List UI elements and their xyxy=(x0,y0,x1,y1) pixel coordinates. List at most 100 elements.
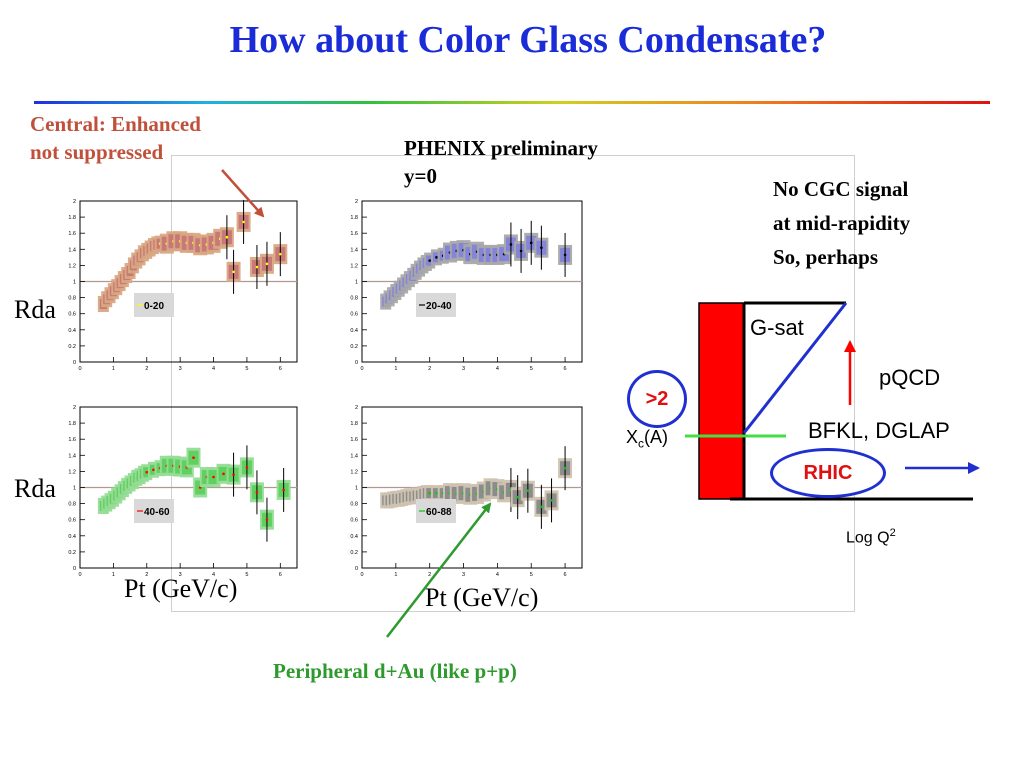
x-tick-label: 5 xyxy=(530,572,533,578)
y-tick-label: 1.4 xyxy=(68,453,76,459)
central-note-line2: not suppressed xyxy=(30,140,164,164)
panel-2: 2 1.8 1.6 1.4 1.2 1 0.8 0.6 0.4 0.2 00 1 2 3 4 5 6 20-40 xyxy=(350,199,583,372)
logq-superscript: 2 xyxy=(889,527,896,539)
gt2-oval: >2 xyxy=(627,370,687,428)
data-point xyxy=(435,256,438,259)
data-point xyxy=(232,270,235,274)
rda-label-top: Rda xyxy=(14,295,56,324)
legend-label: 40-60 xyxy=(144,507,170,518)
y-tick-label: 2 xyxy=(355,199,358,205)
pqcd-label: pQCD xyxy=(879,365,941,390)
panel-3: 2 1.8 1.6 1.4 1.2 1 0.8 0.6 0.4 0.2 00 1 2 3 4 5 6 40-60 xyxy=(68,405,298,578)
y-tick-label: 1.2 xyxy=(350,469,358,475)
y-tick-label: 1.4 xyxy=(350,247,358,253)
xc-main: X xyxy=(626,427,639,447)
central-note-line1: Central: Enhanced xyxy=(30,112,201,136)
no-cgc-line1: No CGC signal xyxy=(773,177,909,201)
red-bar xyxy=(698,302,745,500)
data-point xyxy=(255,491,259,494)
x-tick-label: 3 xyxy=(462,366,465,372)
data-point xyxy=(550,499,553,502)
y-tick-label: 0 xyxy=(355,566,358,572)
legend-label: 20-40 xyxy=(426,301,452,312)
y-tick-label: 0.6 xyxy=(68,312,76,318)
x-tick-label: 4 xyxy=(212,366,215,372)
y-tick-label: 1.8 xyxy=(350,215,358,221)
data-point xyxy=(428,491,431,495)
y-tick-label: 0.6 xyxy=(350,518,358,524)
y-tick-label: 1.8 xyxy=(68,421,76,427)
x-tick-label: 0 xyxy=(360,572,363,578)
data-point xyxy=(529,241,533,245)
y-tick-label: 0.4 xyxy=(68,534,76,540)
rda-label-bottom: Rda xyxy=(14,474,56,503)
y-tick-label: 1.8 xyxy=(68,215,76,221)
logq-main: Log Q xyxy=(846,529,890,547)
y-tick-label: 0.4 xyxy=(350,328,358,334)
data-point xyxy=(222,472,225,476)
figure-frame xyxy=(171,155,855,612)
data-point xyxy=(509,243,513,246)
pt-label-right: Pt (GeV/c) xyxy=(425,583,539,612)
x-tick-label: 3 xyxy=(179,572,182,578)
no-cgc-line3: So, perhaps xyxy=(773,245,879,269)
log-q2-label: Log Q2 xyxy=(846,527,896,547)
y-tick-label: 2 xyxy=(73,199,76,205)
peripheral-note: Peripheral d+Au (like p+p) xyxy=(273,659,517,683)
x-tick-label: 6 xyxy=(279,572,282,578)
y-tick-label: 0.2 xyxy=(68,344,76,350)
y-tick-label: 1 xyxy=(355,486,358,492)
x-tick-label: 0 xyxy=(78,572,81,578)
data-point xyxy=(242,220,245,224)
xc-label: Xc(A) xyxy=(626,427,668,451)
phenix-label-line1: PHENIX preliminary xyxy=(404,136,598,160)
x-tick-label: 3 xyxy=(179,366,182,372)
rhic-label: RHIC xyxy=(803,462,853,484)
x-tick-label: 0 xyxy=(78,366,81,372)
saturation-line xyxy=(742,302,848,434)
data-point xyxy=(212,475,215,479)
central-arrow xyxy=(221,169,265,218)
y-tick-label: 0 xyxy=(355,360,358,366)
y-tick-label: 1.6 xyxy=(350,437,358,443)
x-tick-label: 1 xyxy=(394,572,397,578)
y-tick-label: 1.2 xyxy=(68,469,76,475)
x-tick-label: 4 xyxy=(212,572,215,578)
data-point xyxy=(192,456,195,460)
y-tick-label: 1.6 xyxy=(350,231,358,237)
legend-label: 0-20 xyxy=(144,301,164,312)
y-tick-label: 0 xyxy=(73,566,76,572)
xc-subscript: c xyxy=(638,436,645,451)
x-tick-label: 4 xyxy=(496,366,499,372)
no-cgc-line2: at mid-rapidity xyxy=(773,211,911,235)
data-point xyxy=(563,253,567,257)
data-point xyxy=(152,468,155,472)
x-tick-label: 1 xyxy=(112,572,115,578)
panel-1: 2 1.8 1.6 1.4 1.2 1 0.8 0.6 0.4 0.2 00 1 2 3 4 5 6 0-20 xyxy=(68,199,298,372)
data-point xyxy=(245,466,249,469)
x-tick-label: 5 xyxy=(245,366,248,372)
y-tick-label: 0.2 xyxy=(350,550,358,556)
y-tick-label: 0.4 xyxy=(350,534,358,540)
y-tick-label: 1 xyxy=(73,486,76,492)
y-tick-label: 1.8 xyxy=(350,421,358,427)
xc-tail: (A) xyxy=(644,427,669,447)
data-point xyxy=(265,262,269,266)
data-point xyxy=(145,470,149,474)
data-point xyxy=(232,473,235,476)
x-tick-label: 3 xyxy=(462,572,465,578)
data-point xyxy=(526,489,530,493)
y-tick-label: 1 xyxy=(73,280,76,286)
data-point xyxy=(279,252,282,256)
y-tick-label: 0.6 xyxy=(68,518,76,524)
data-point xyxy=(519,249,523,253)
legend-label: 60-88 xyxy=(426,507,452,518)
title-divider xyxy=(34,101,990,104)
y-tick-label: 0.8 xyxy=(350,502,358,508)
x-tick-label: 2 xyxy=(428,366,431,372)
phenix-label: PHENIX preliminary y=0 xyxy=(404,134,598,190)
y-tick-label: 0.2 xyxy=(350,344,358,350)
x-tick-label: 2 xyxy=(145,366,148,372)
y-tick-label: 1.4 xyxy=(68,247,76,253)
phenix-label-line2: y=0 xyxy=(404,164,437,188)
